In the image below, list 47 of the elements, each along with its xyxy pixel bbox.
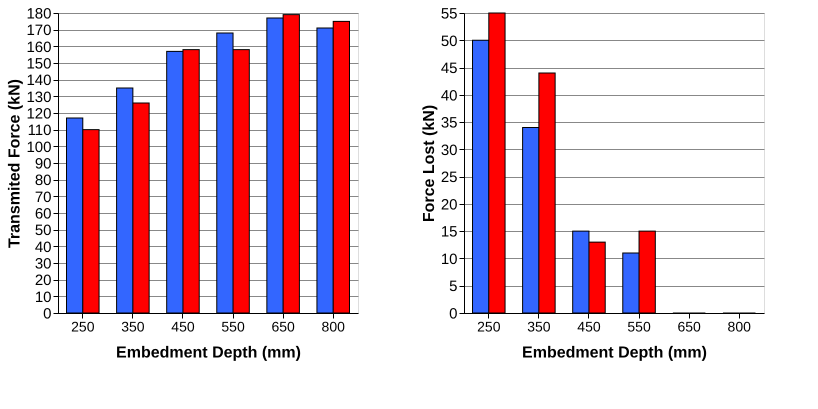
y-tick-label: 100: [26, 138, 52, 156]
y-tick-label: 150: [26, 56, 52, 72]
y-tick-label: 45: [440, 60, 458, 78]
y-tick-label: 50: [34, 222, 52, 240]
x-axis-title: Embedment Depth (mm): [522, 344, 707, 362]
y-tick-label: 160: [26, 38, 52, 56]
x-tick-label: 250: [477, 318, 501, 334]
y-tick-label: 40: [440, 87, 458, 104]
y-tick-label: 20: [34, 272, 52, 290]
y-tick-label: 15: [440, 224, 458, 241]
y-axis-title: Force Lost (kN): [420, 104, 438, 222]
x-tick-label: 450: [171, 318, 195, 334]
y-tick-label: 30: [440, 142, 458, 159]
x-tick-label: 350: [121, 318, 145, 334]
y-tick-label: 25: [440, 169, 458, 186]
y-tick-label: 70: [34, 188, 52, 206]
y-tick-label: 20: [440, 196, 458, 214]
y-tick-label: 40: [34, 238, 52, 256]
x-tick-label: 350: [527, 318, 551, 334]
x-tick-label: 800: [322, 318, 346, 334]
y-tick-label: 30: [34, 256, 52, 272]
x-tick-label: 800: [728, 318, 752, 334]
x-tick-label: 550: [627, 318, 651, 334]
y-axis-title: Transmited Force (kN): [6, 79, 24, 248]
y-tick-label: 60: [34, 206, 52, 222]
y-tick-label: 0: [43, 306, 52, 322]
y-tick-label: 35: [440, 114, 458, 132]
y-tick-label: 5: [449, 278, 458, 296]
y-tick-label: 140: [26, 72, 52, 90]
y-tick-label: 10: [34, 288, 52, 306]
y-tick-label: 80: [34, 172, 52, 190]
x-axis-title: Embedment Depth (mm): [116, 344, 301, 362]
y-tick-label: 0: [449, 306, 458, 322]
y-tick-label: 110: [28, 122, 52, 140]
x-tick-label: 650: [271, 318, 296, 334]
y-tick-label: 50: [440, 32, 458, 50]
y-tick-label: 55: [440, 6, 458, 22]
x-tick-label: 450: [577, 318, 601, 334]
y-tick-label: 90: [34, 156, 52, 172]
y-tick-label: 130: [26, 88, 52, 106]
x-tick-label: 250: [71, 318, 95, 334]
y-tick-label: 170: [26, 22, 52, 40]
y-tick-label: 10: [440, 250, 458, 268]
x-tick-label: 550: [221, 318, 245, 334]
x-tick-label: 650: [677, 318, 702, 334]
y-tick-label: 180: [26, 6, 52, 22]
y-tick-label: 120: [26, 106, 52, 122]
